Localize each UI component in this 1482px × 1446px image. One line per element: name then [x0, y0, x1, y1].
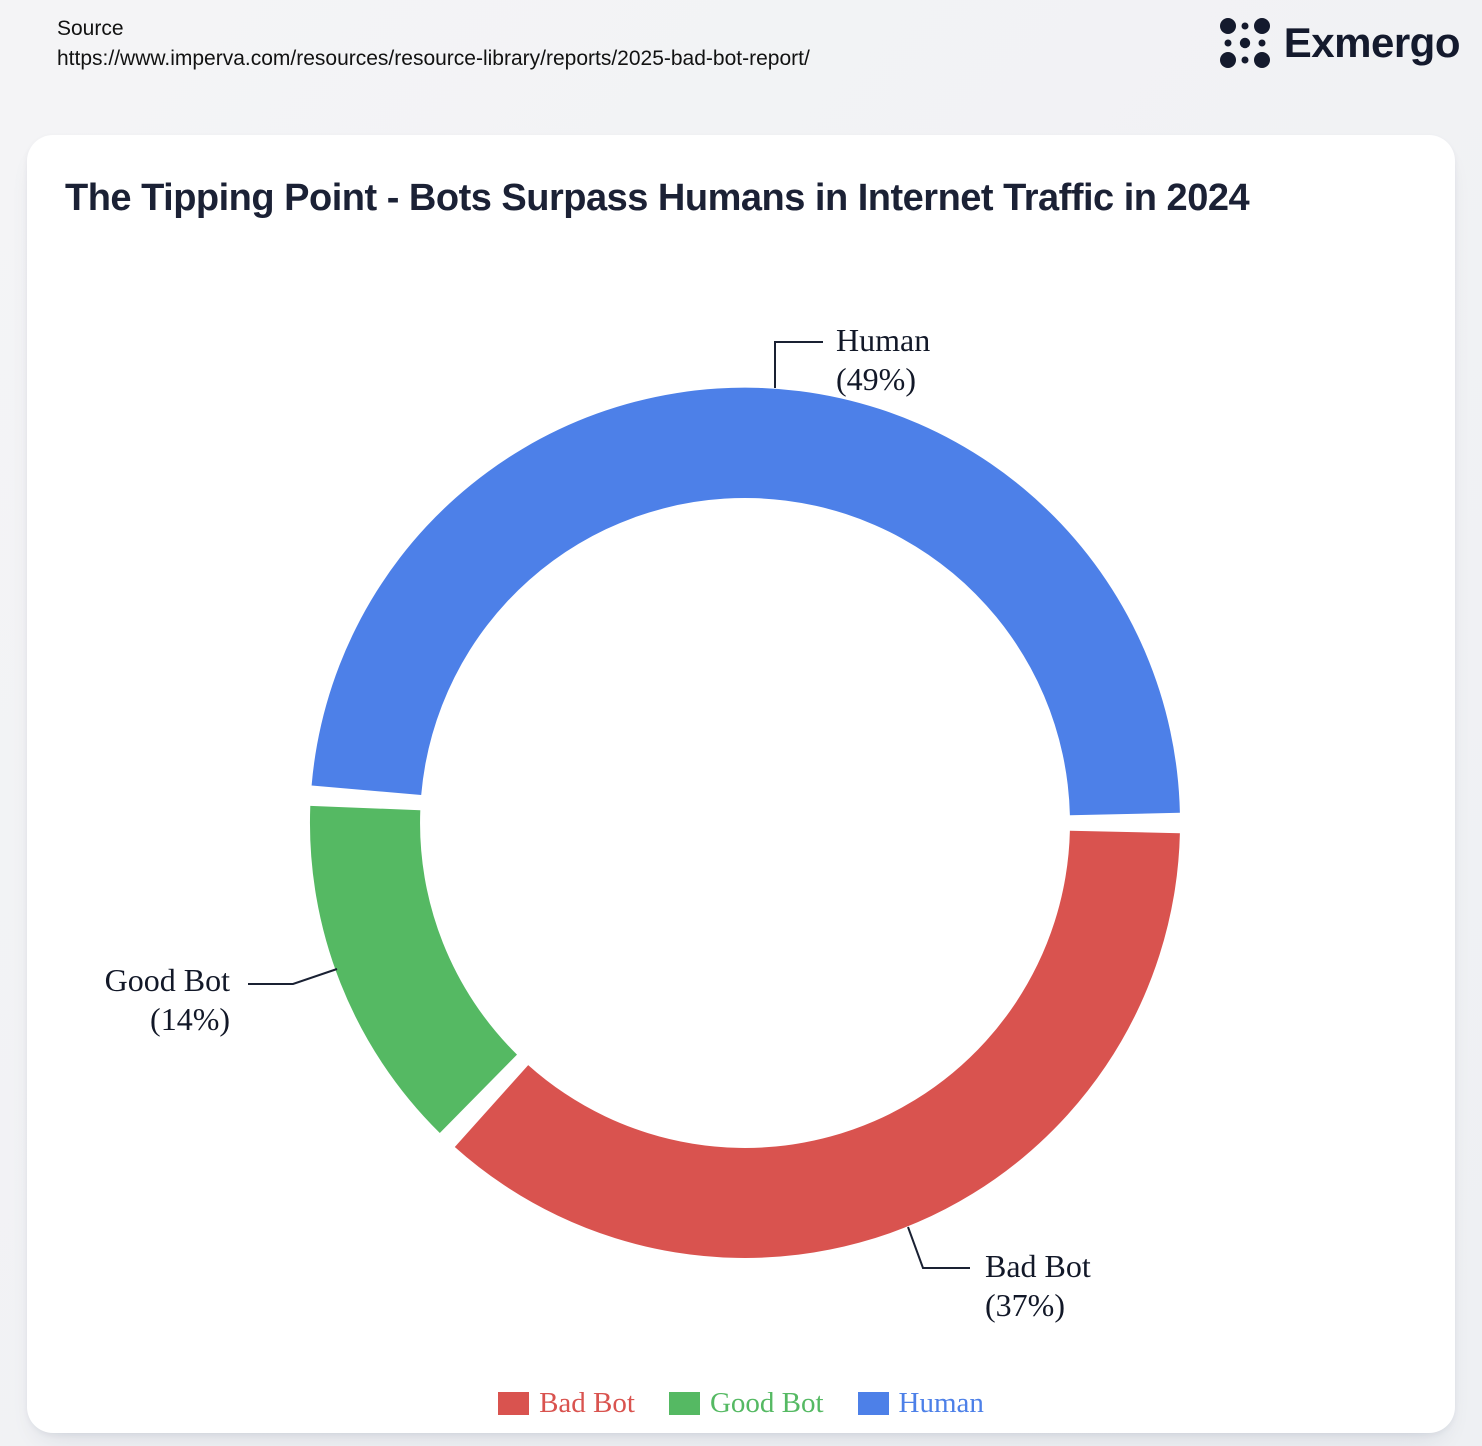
source-url: https://www.imperva.com/resources/resour… [57, 47, 810, 70]
legend-label-good-bot: Good Bot [709, 1387, 824, 1419]
donut-slice-human[interactable] [311, 387, 1180, 816]
source-label: Source [57, 17, 124, 40]
legend-label-human: Human [898, 1387, 984, 1419]
callout-bad-bot-label: Bad Bot [985, 1248, 1091, 1284]
donut-slice-good-bot[interactable] [309, 805, 517, 1133]
chart-legend: Bad Bot Good Bot Human [27, 1387, 1455, 1420]
exmergo-dots-icon [1219, 18, 1270, 68]
chart-title: The Tipping Point - Bots Surpass Humans … [65, 177, 1250, 219]
leader-line-human [774, 341, 823, 388]
leader-line-good-bot [248, 968, 338, 985]
donut-slice-bad-bot[interactable] [454, 830, 1180, 1258]
donut-chart: Human (49%) Good Bot (14%) Bad Bot (37%)… [27, 135, 1455, 1433]
callout-good-bot-pct: (14%) [150, 1001, 230, 1037]
brand-name: Exmergo [1283, 19, 1461, 66]
leader-line-bad-bot [907, 1226, 970, 1269]
callout-human-label: Human [836, 322, 931, 358]
source-block: Source https://www.imperva.com/resources… [57, 14, 810, 74]
legend-swatch-human [857, 1392, 889, 1415]
legend-swatch-bad-bot [498, 1392, 530, 1415]
callout-human: Human (49%) [836, 321, 930, 399]
brand-logo: Exmergo [1218, 16, 1461, 70]
callout-good-bot: Good Bot (14%) [80, 961, 230, 1039]
top-bar: Source https://www.imperva.com/resources… [0, 0, 1482, 135]
callout-bad-bot: Bad Bot (37%) [985, 1247, 1091, 1325]
callout-good-bot-label: Good Bot [104, 962, 230, 998]
legend-item-good-bot[interactable]: Good Bot [668, 1387, 824, 1420]
legend-label-bad-bot: Bad Bot [539, 1387, 635, 1419]
donut-svg [248, 341, 1180, 1269]
chart-card: The Tipping Point - Bots Surpass Humans … [27, 135, 1455, 1433]
callout-human-pct: (49%) [836, 361, 916, 397]
legend-item-human[interactable]: Human [857, 1387, 984, 1420]
legend-item-bad-bot[interactable]: Bad Bot [498, 1387, 635, 1420]
legend-swatch-good-bot [668, 1392, 700, 1415]
callout-bad-bot-pct: (37%) [985, 1287, 1065, 1323]
